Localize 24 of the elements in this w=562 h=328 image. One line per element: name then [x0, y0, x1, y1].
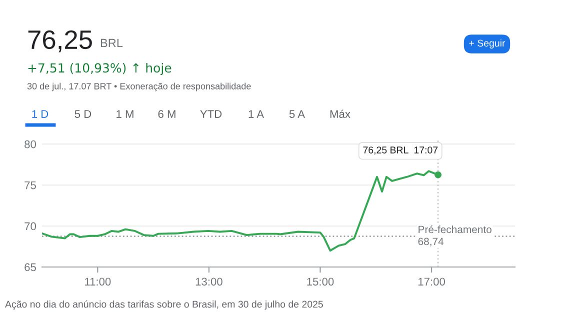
y-tick-label: 75: [24, 181, 36, 190]
text: 1 D: [32, 110, 48, 118]
text: Ação no dia do anúncio das tarifas sobre o Brasil, em 30 de julho de 2025: [5, 300, 323, 310]
text: + Seguir: [469, 39, 506, 49]
y-tick-label: 65: [24, 263, 36, 272]
text: YTD: [200, 110, 222, 118]
y-tick-label: 80: [24, 140, 36, 148]
text: 1 A: [248, 110, 264, 118]
text: 6 M: [158, 110, 176, 118]
text: 5 D: [74, 110, 92, 118]
text: 30 de jul., 17.07 BRT • Exoneração de responsabilidade: [27, 82, 251, 92]
ref-line-label: Pré-fechamento 68,74: [418, 225, 492, 246]
text: BRL: [100, 38, 123, 48]
chart-subtitle: +7,51 (10,93%) ↑ hoje: [28, 62, 172, 76]
text: 1 M: [116, 110, 134, 118]
chart-title: 76,25: [28, 30, 92, 52]
text: Máx: [330, 110, 350, 118]
x-tick-label: 15:00: [307, 278, 334, 286]
x-tick-label: 13:00: [196, 278, 222, 286]
text: 5 A: [289, 110, 306, 118]
y-tick-label: 70: [24, 222, 36, 230]
annotation: 76,25 BRL 17:07: [363, 146, 438, 155]
x-tick-label: 17:00: [418, 278, 445, 286]
x-tick-label: 11:00: [85, 278, 111, 286]
